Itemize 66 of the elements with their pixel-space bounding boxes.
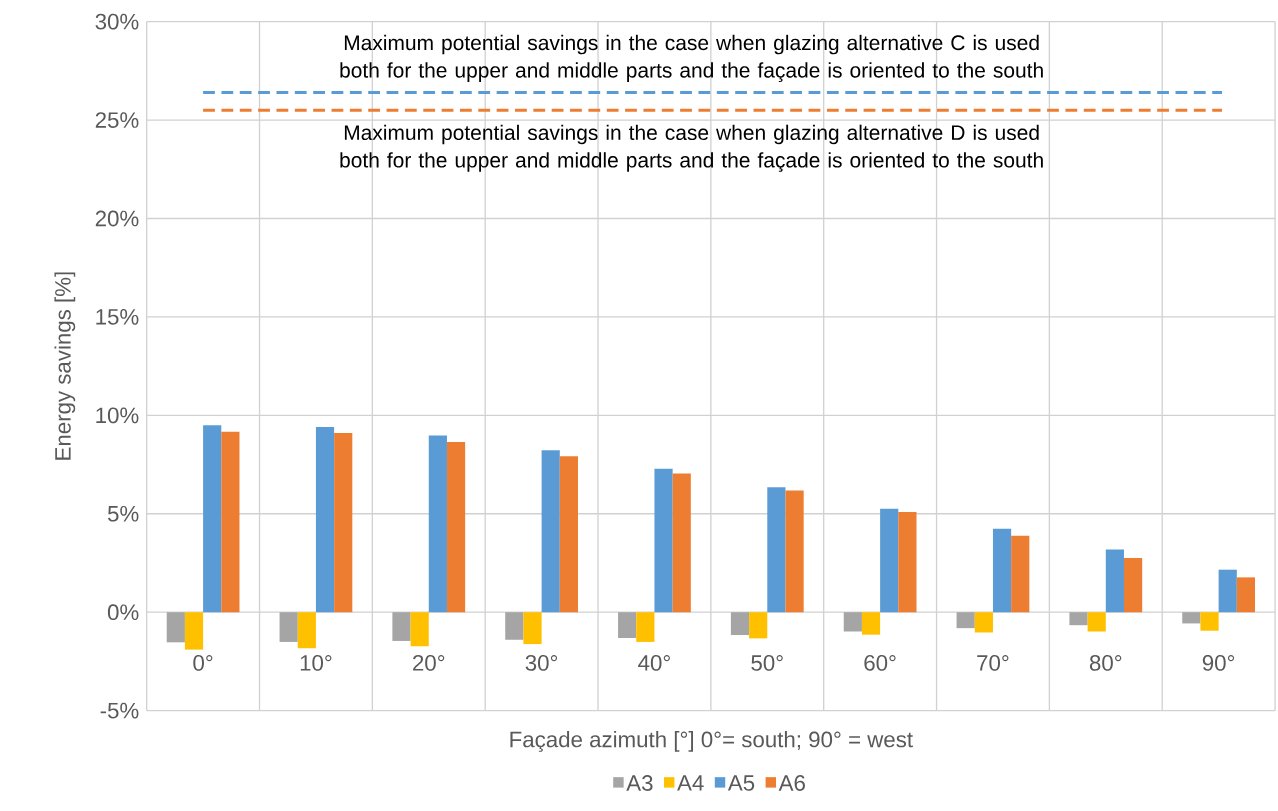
y-tick-label: 5% [107, 505, 139, 522]
bar [505, 612, 524, 640]
legend-label: A3 [626, 775, 653, 791]
bar [184, 612, 204, 650]
bar [1087, 612, 1106, 632]
bar [428, 435, 447, 613]
bar [297, 612, 316, 649]
bar [559, 456, 578, 613]
bar [785, 490, 804, 613]
bar [636, 612, 655, 642]
y-tick-label: 0% [107, 604, 139, 621]
bar [203, 425, 222, 613]
bar [1011, 535, 1030, 613]
x-tick-label: 90° [1202, 655, 1235, 671]
x-tick-label: 10° [300, 655, 332, 671]
bar [315, 427, 335, 613]
ref-line-label: Maximum potential savings in the case when glazing alternative D is used both for the upper and middle parts and the façade is oriented to the south [340, 124, 1043, 172]
bar [861, 612, 881, 635]
bar [730, 612, 750, 636]
y-axis-title: Energy savings [%] [54, 272, 76, 460]
bar [654, 468, 673, 613]
x-tick-label: 0° [193, 655, 213, 671]
bar [523, 612, 542, 645]
bar [880, 508, 899, 613]
y-tick-label: -5% [100, 702, 139, 719]
y-tick-label: 20% [95, 210, 139, 227]
y-tick-label: 25% [95, 112, 139, 128]
y-tick-label: 30% [95, 13, 139, 30]
bar [974, 612, 993, 633]
bar [992, 528, 1012, 613]
ref-line-label: Maximum potential savings in the case when glazing alternative C is used both for the upper and middle parts and the façade is oriented to the south [340, 34, 1043, 83]
bar [166, 612, 185, 643]
bar [446, 441, 466, 613]
legend-label: A5 [727, 775, 755, 791]
bar [1069, 612, 1088, 626]
bar [618, 612, 637, 639]
bar [843, 612, 862, 632]
bar [898, 512, 917, 613]
bar [672, 473, 691, 613]
legend-label: A4 [677, 775, 704, 791]
bar [1236, 577, 1256, 613]
bar [334, 433, 353, 613]
y-tick-label: 15% [96, 309, 139, 325]
x-tick-label: 70° [977, 655, 1009, 671]
bar [1105, 549, 1124, 613]
y-tick-label: 10% [96, 407, 139, 424]
x-tick-label: 60° [864, 655, 896, 671]
x-tick-label: 40° [638, 655, 670, 671]
x-axis-title: Façade azimuth [°] 0°= south; 90° = west [510, 731, 913, 752]
bar [221, 431, 240, 613]
x-tick-label: 30° [525, 655, 558, 671]
bar [392, 612, 411, 641]
bar [1200, 612, 1219, 631]
bar [1182, 612, 1201, 624]
bar [1218, 569, 1237, 613]
bar [767, 487, 786, 613]
bar [956, 612, 975, 629]
bar [749, 612, 768, 639]
bar [410, 612, 429, 647]
x-tick-label: 80° [1089, 655, 1122, 671]
x-tick-label: 20° [413, 655, 445, 671]
legend-label: A6 [778, 775, 805, 791]
x-tick-label: 50° [751, 655, 783, 671]
bar [279, 612, 298, 642]
bar [1123, 558, 1143, 613]
bar [541, 450, 560, 613]
